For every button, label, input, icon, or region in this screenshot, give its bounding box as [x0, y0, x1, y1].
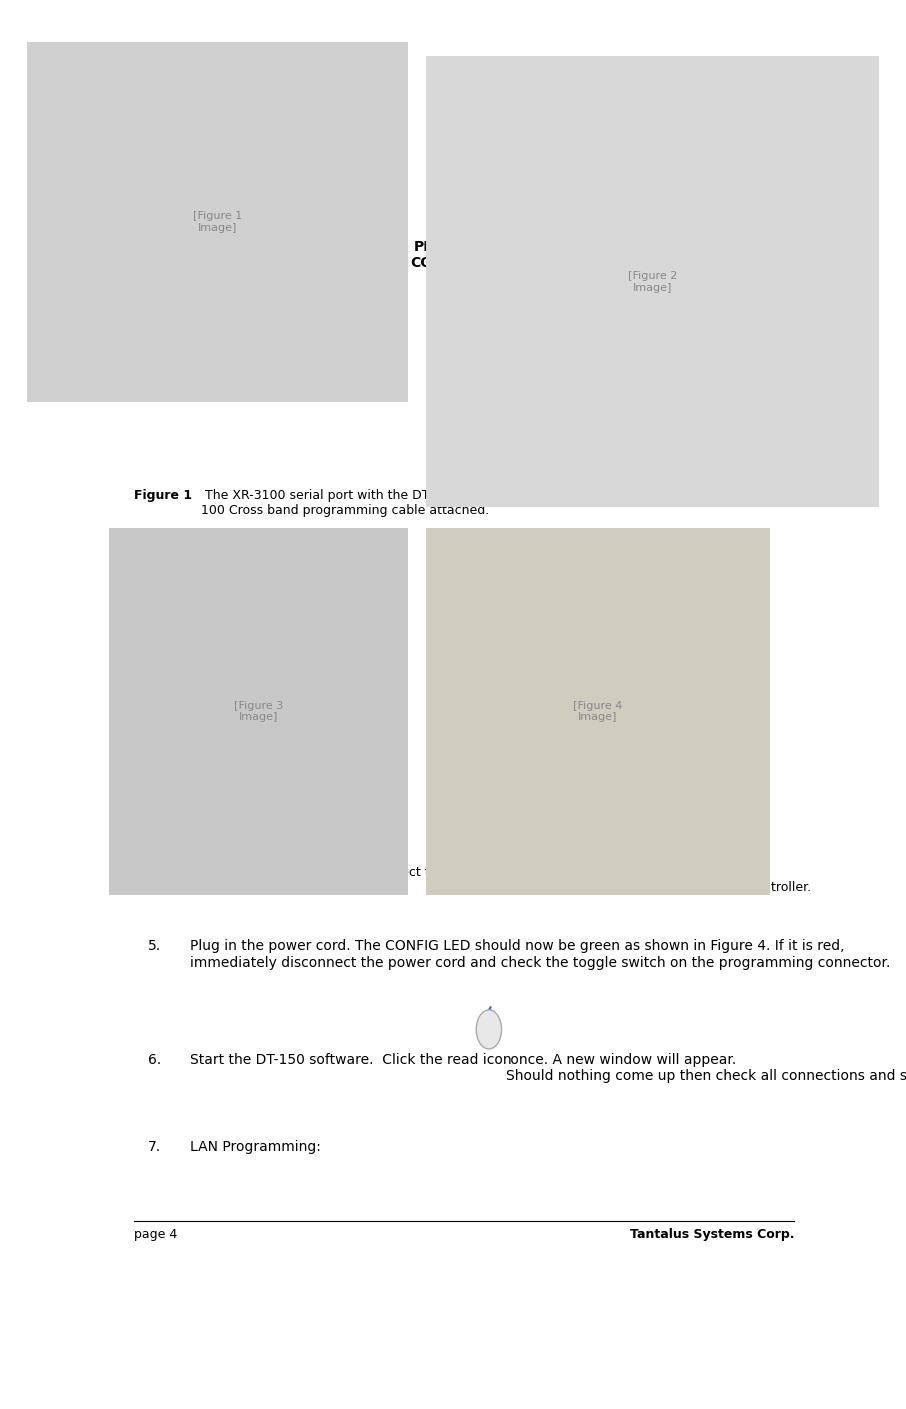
Text: Switch position to select the
LAN Controller.: Switch position to select the LAN Contro…	[265, 865, 446, 893]
Text: page 4: page 4	[134, 1229, 178, 1241]
Text: Figure 2: Figure 2	[443, 489, 501, 502]
Text: The XR-3100 serial port with the DT-
100 Cross band programming cable attached.: The XR-3100 serial port with the DT- 100…	[201, 489, 489, 517]
Text: Position of the XR-3100 programming and status LEDs: Position of the XR-3100 programming and …	[510, 489, 854, 502]
Text: PROGRAMMING
CONFIGURATION
LED: PROGRAMMING CONFIGURATION LED	[410, 240, 540, 286]
Circle shape	[477, 1010, 502, 1048]
Text: 5.: 5.	[149, 940, 161, 954]
Text: Figure 3: Figure 3	[198, 865, 255, 879]
Text: The green programming CONFIG LED
indicating communication to the LAN Controller.: The green programming CONFIG LED indicat…	[510, 865, 811, 893]
Text: [Figure 4
Image]: [Figure 4 Image]	[573, 700, 622, 723]
Text: once. A new window will appear.
Should nothing come up then check all connection: once. A new window will appear. Should n…	[506, 1054, 906, 1084]
Text: LAN Programming:: LAN Programming:	[190, 1140, 322, 1154]
Text: Plug in the power cord. The CONFIG LED should now be green as shown in Figure 4.: Plug in the power cord. The CONFIG LED s…	[190, 940, 891, 969]
Text: WAN
STATUS
LED: WAN STATUS LED	[431, 451, 490, 497]
Text: [Figure 1
Image]: [Figure 1 Image]	[193, 211, 242, 232]
Text: Start the DT-150 software.  Click the read icon: Start the DT-150 software. Click the rea…	[190, 1054, 512, 1067]
Text: Figure 4: Figure 4	[443, 865, 501, 879]
Text: 7.: 7.	[149, 1140, 161, 1154]
Text: LAN
STATUS
LEDs (3): LAN STATUS LEDs (3)	[695, 418, 760, 465]
Text: Tantalus Systems Corp.: Tantalus Systems Corp.	[630, 1229, 795, 1241]
Text: 6.: 6.	[149, 1054, 161, 1067]
Text: Figure 1: Figure 1	[134, 489, 192, 502]
Text: [Figure 3
Image]: [Figure 3 Image]	[234, 700, 283, 723]
Text: [Figure 2
Image]: [Figure 2 Image]	[628, 271, 677, 293]
